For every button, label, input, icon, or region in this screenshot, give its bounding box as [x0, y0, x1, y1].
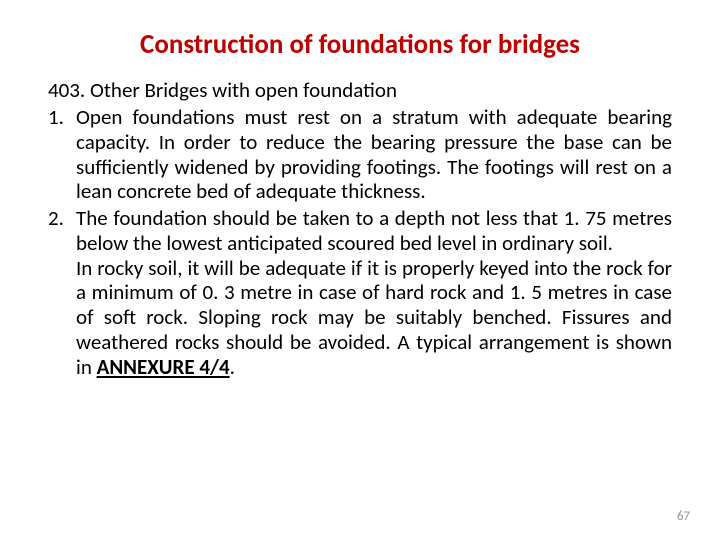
slide-container: Construction of foundations for bridges …	[0, 0, 720, 540]
list-body: Open foundations must rest on a stratum …	[76, 105, 672, 204]
list-number: 2.	[48, 206, 76, 379]
slide-title: Construction of foundations for bridges	[48, 28, 672, 61]
annexure-link: ANNEXURE 4/4	[97, 354, 230, 380]
list-body: The foundation should be taken to a dept…	[76, 206, 672, 379]
page-number: 67	[677, 509, 690, 524]
list-number: 1.	[48, 105, 76, 204]
paragraph: In rocky soil, it will be adequate if it…	[76, 256, 672, 380]
paragraph: The foundation should be taken to a dept…	[76, 206, 672, 256]
list-item: 1.Open foundations must rest on a stratu…	[48, 105, 672, 204]
section-heading: 403. Other Bridges with open foundation	[48, 77, 672, 103]
period: .	[230, 354, 235, 380]
paragraph: Open foundations must rest on a stratum …	[76, 105, 672, 204]
numbered-list: 1.Open foundations must rest on a stratu…	[48, 105, 672, 379]
list-item: 2.The foundation should be taken to a de…	[48, 206, 672, 379]
